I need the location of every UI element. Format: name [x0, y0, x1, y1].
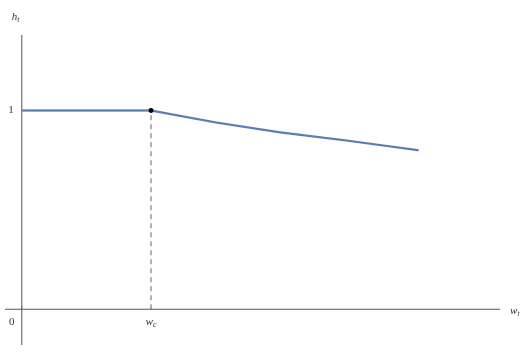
kink-point — [148, 108, 154, 114]
x-tick-label: wc — [146, 316, 157, 329]
x-tick-label: 0 — [9, 316, 15, 328]
y-axis-label: ht — [12, 11, 21, 24]
line-series — [21, 109, 419, 152]
y-tick-label: 1 — [8, 104, 14, 116]
x-axis-label: wt — [510, 305, 520, 318]
